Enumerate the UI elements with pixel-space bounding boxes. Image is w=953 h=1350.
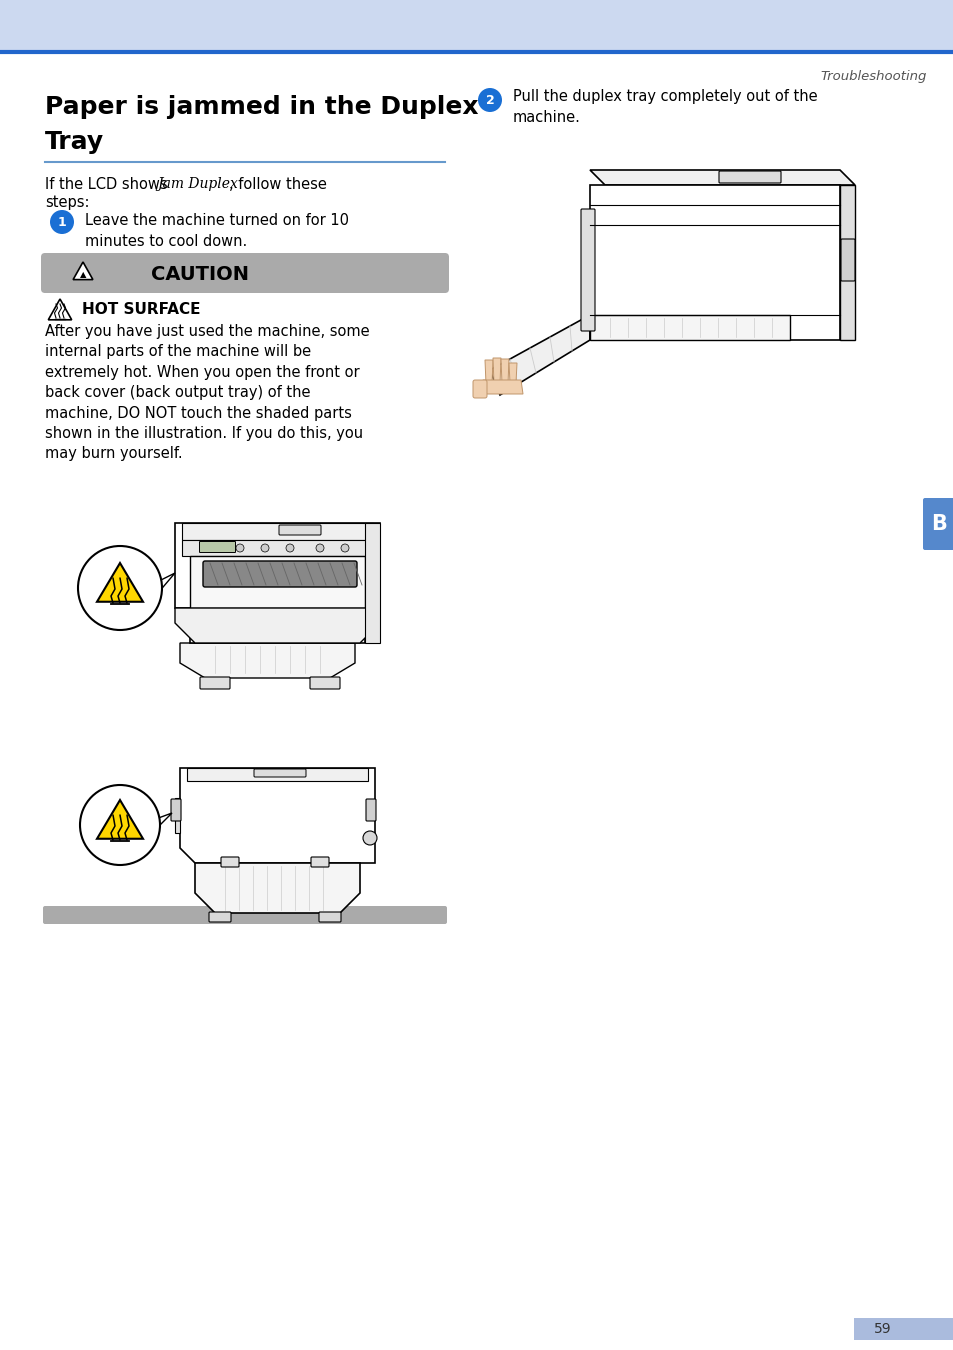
Circle shape <box>286 544 294 552</box>
Polygon shape <box>194 863 359 913</box>
Bar <box>0 0 953 53</box>
FancyBboxPatch shape <box>41 252 449 293</box>
Circle shape <box>363 832 376 845</box>
Polygon shape <box>187 768 368 782</box>
FancyBboxPatch shape <box>841 239 854 281</box>
Text: 59: 59 <box>873 1322 891 1336</box>
Polygon shape <box>180 768 375 863</box>
Polygon shape <box>152 813 172 830</box>
Text: steps:: steps: <box>45 194 90 211</box>
Polygon shape <box>154 572 174 593</box>
Text: HOT SURFACE: HOT SURFACE <box>82 302 200 317</box>
Text: Paper is jammed in the Duplex: Paper is jammed in the Duplex <box>45 95 478 119</box>
Text: Tray: Tray <box>45 130 104 154</box>
Text: 1: 1 <box>57 216 67 228</box>
Circle shape <box>78 545 162 630</box>
FancyBboxPatch shape <box>473 379 486 398</box>
FancyBboxPatch shape <box>200 676 230 688</box>
Text: 2: 2 <box>485 93 494 107</box>
FancyBboxPatch shape <box>580 209 595 331</box>
Polygon shape <box>174 608 379 643</box>
Text: Troubleshooting: Troubleshooting <box>820 70 925 82</box>
Text: CAUTION: CAUTION <box>151 265 249 284</box>
FancyBboxPatch shape <box>278 525 320 535</box>
Text: After you have just used the machine, some
internal parts of the machine will be: After you have just used the machine, so… <box>45 324 369 462</box>
Polygon shape <box>589 170 854 185</box>
FancyBboxPatch shape <box>209 913 231 922</box>
Text: , follow these: , follow these <box>229 177 327 192</box>
Text: Jam Duplex: Jam Duplex <box>157 177 237 190</box>
FancyBboxPatch shape <box>923 498 953 549</box>
Circle shape <box>80 784 160 865</box>
Polygon shape <box>73 262 92 279</box>
FancyBboxPatch shape <box>365 522 379 643</box>
Polygon shape <box>49 298 71 320</box>
Polygon shape <box>97 563 143 602</box>
Polygon shape <box>493 358 500 383</box>
FancyBboxPatch shape <box>366 799 375 821</box>
Bar <box>853 1318 953 1341</box>
Polygon shape <box>174 522 379 643</box>
FancyBboxPatch shape <box>253 769 306 778</box>
Polygon shape <box>589 185 840 340</box>
Text: If the LCD shows: If the LCD shows <box>45 177 172 192</box>
Circle shape <box>235 544 244 552</box>
Polygon shape <box>97 801 143 838</box>
Circle shape <box>340 544 349 552</box>
Text: Pull the duplex tray completely out of the
machine.: Pull the duplex tray completely out of t… <box>513 89 817 126</box>
Polygon shape <box>182 522 373 540</box>
FancyBboxPatch shape <box>203 562 356 587</box>
Circle shape <box>261 544 269 552</box>
FancyBboxPatch shape <box>719 171 781 184</box>
Polygon shape <box>182 540 373 556</box>
FancyBboxPatch shape <box>43 906 447 923</box>
Polygon shape <box>174 798 180 833</box>
Text: ▲: ▲ <box>80 270 86 279</box>
FancyBboxPatch shape <box>311 857 329 867</box>
Circle shape <box>315 544 324 552</box>
FancyBboxPatch shape <box>318 913 340 922</box>
Polygon shape <box>509 363 517 383</box>
Polygon shape <box>482 379 522 394</box>
Polygon shape <box>589 315 789 340</box>
FancyBboxPatch shape <box>221 857 239 867</box>
Polygon shape <box>484 360 493 383</box>
Polygon shape <box>500 359 509 383</box>
Polygon shape <box>840 185 854 340</box>
Circle shape <box>477 88 501 112</box>
FancyBboxPatch shape <box>310 676 339 688</box>
FancyBboxPatch shape <box>171 799 181 821</box>
FancyBboxPatch shape <box>199 541 235 552</box>
Circle shape <box>50 211 74 234</box>
Polygon shape <box>180 643 355 678</box>
Text: B: B <box>930 514 946 535</box>
Text: Leave the machine turned on for 10
minutes to cool down.: Leave the machine turned on for 10 minut… <box>85 213 349 248</box>
Polygon shape <box>490 315 589 396</box>
Polygon shape <box>190 556 365 608</box>
